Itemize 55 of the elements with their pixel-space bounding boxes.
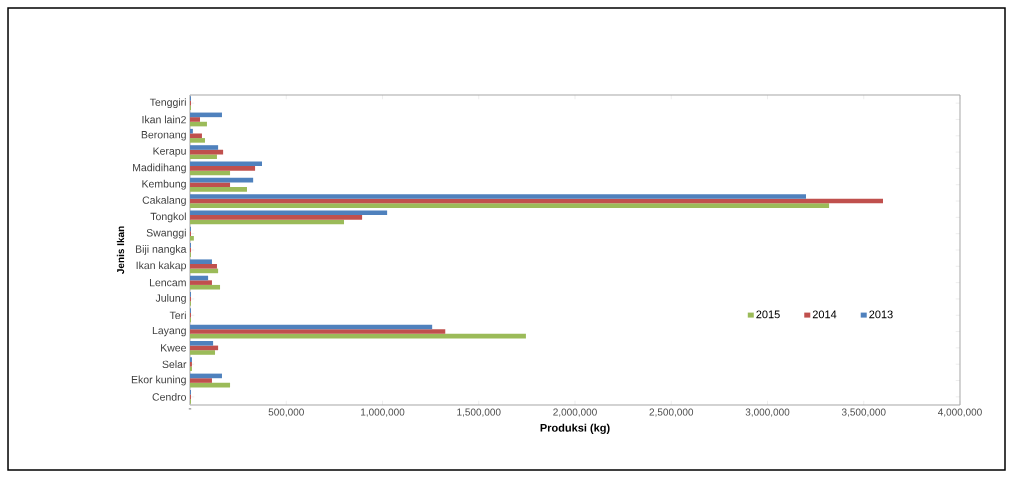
bar: [190, 215, 363, 220]
legend-label: 2015: [756, 310, 780, 319]
bar: [190, 182, 231, 188]
y-tick-label: Ikan kakap: [136, 261, 187, 272]
y-tick-label: Julung: [155, 294, 186, 304]
y-axis-title: Jenis Ikan: [116, 226, 125, 275]
y-tick-label: Madidihang: [133, 163, 186, 174]
bar: [190, 133, 202, 139]
bar: [190, 350, 216, 355]
bar: [190, 166, 256, 171]
bar: [190, 210, 388, 216]
bar: [190, 235, 194, 241]
y-tick-label: Tongkol: [150, 212, 186, 223]
y-tick-label: Kembung: [142, 179, 186, 190]
x-tick-label: 1,000,000: [361, 408, 405, 417]
y-tick-label: Cendro: [152, 392, 187, 401]
bar: [190, 264, 217, 269]
x-tick-label: 1,500,000: [457, 408, 501, 417]
bar: [190, 194, 806, 199]
x-axis-title: Produksi (kg): [540, 423, 610, 434]
y-tick-label: Ikan lain2: [142, 115, 186, 124]
x-tick-label: 2,000,000: [553, 408, 597, 417]
y-tick-label: Beronang: [141, 131, 186, 141]
bar: [190, 280, 212, 285]
bar: [190, 145, 219, 150]
x-tick-label: 3,000,000: [745, 408, 790, 417]
x-tick-label: 4,000,000: [937, 408, 982, 417]
bar: [190, 378, 212, 383]
bar: [190, 154, 217, 159]
bar: [190, 329, 446, 334]
y-tick-label: Swanggi: [146, 228, 186, 239]
y-tick-label: Tenggiri: [149, 98, 186, 109]
bar: [190, 138, 206, 143]
bar: [190, 259, 212, 265]
x-tick-label: 2,500,000: [649, 408, 694, 417]
legend-label: 2014: [812, 310, 837, 319]
y-tick-label: Teri: [169, 311, 186, 320]
y-tick-label: Layang: [152, 326, 186, 337]
y-tick-label: Lencam: [149, 278, 186, 287]
bar: [190, 128, 193, 134]
bar: [190, 340, 214, 346]
y-tick-label: Selar: [162, 360, 187, 369]
y-tick-label: Biji nangka: [135, 245, 187, 255]
bar: [190, 187, 247, 192]
y-tick-label: Ekor kuning: [131, 375, 186, 386]
legend-label: 2013: [869, 310, 893, 319]
y-tick-label: Kerapu: [153, 147, 186, 157]
y-tick-label: Cakalang: [142, 196, 186, 206]
x-tick-label: 500,000: [268, 408, 304, 417]
bar: [190, 117, 201, 122]
x-tick-label: -: [188, 408, 192, 410]
y-tick-label: Kwee: [161, 344, 186, 352]
x-tick-label: 3,500,000: [841, 408, 886, 417]
bar: [190, 203, 830, 208]
bar: [190, 284, 221, 290]
